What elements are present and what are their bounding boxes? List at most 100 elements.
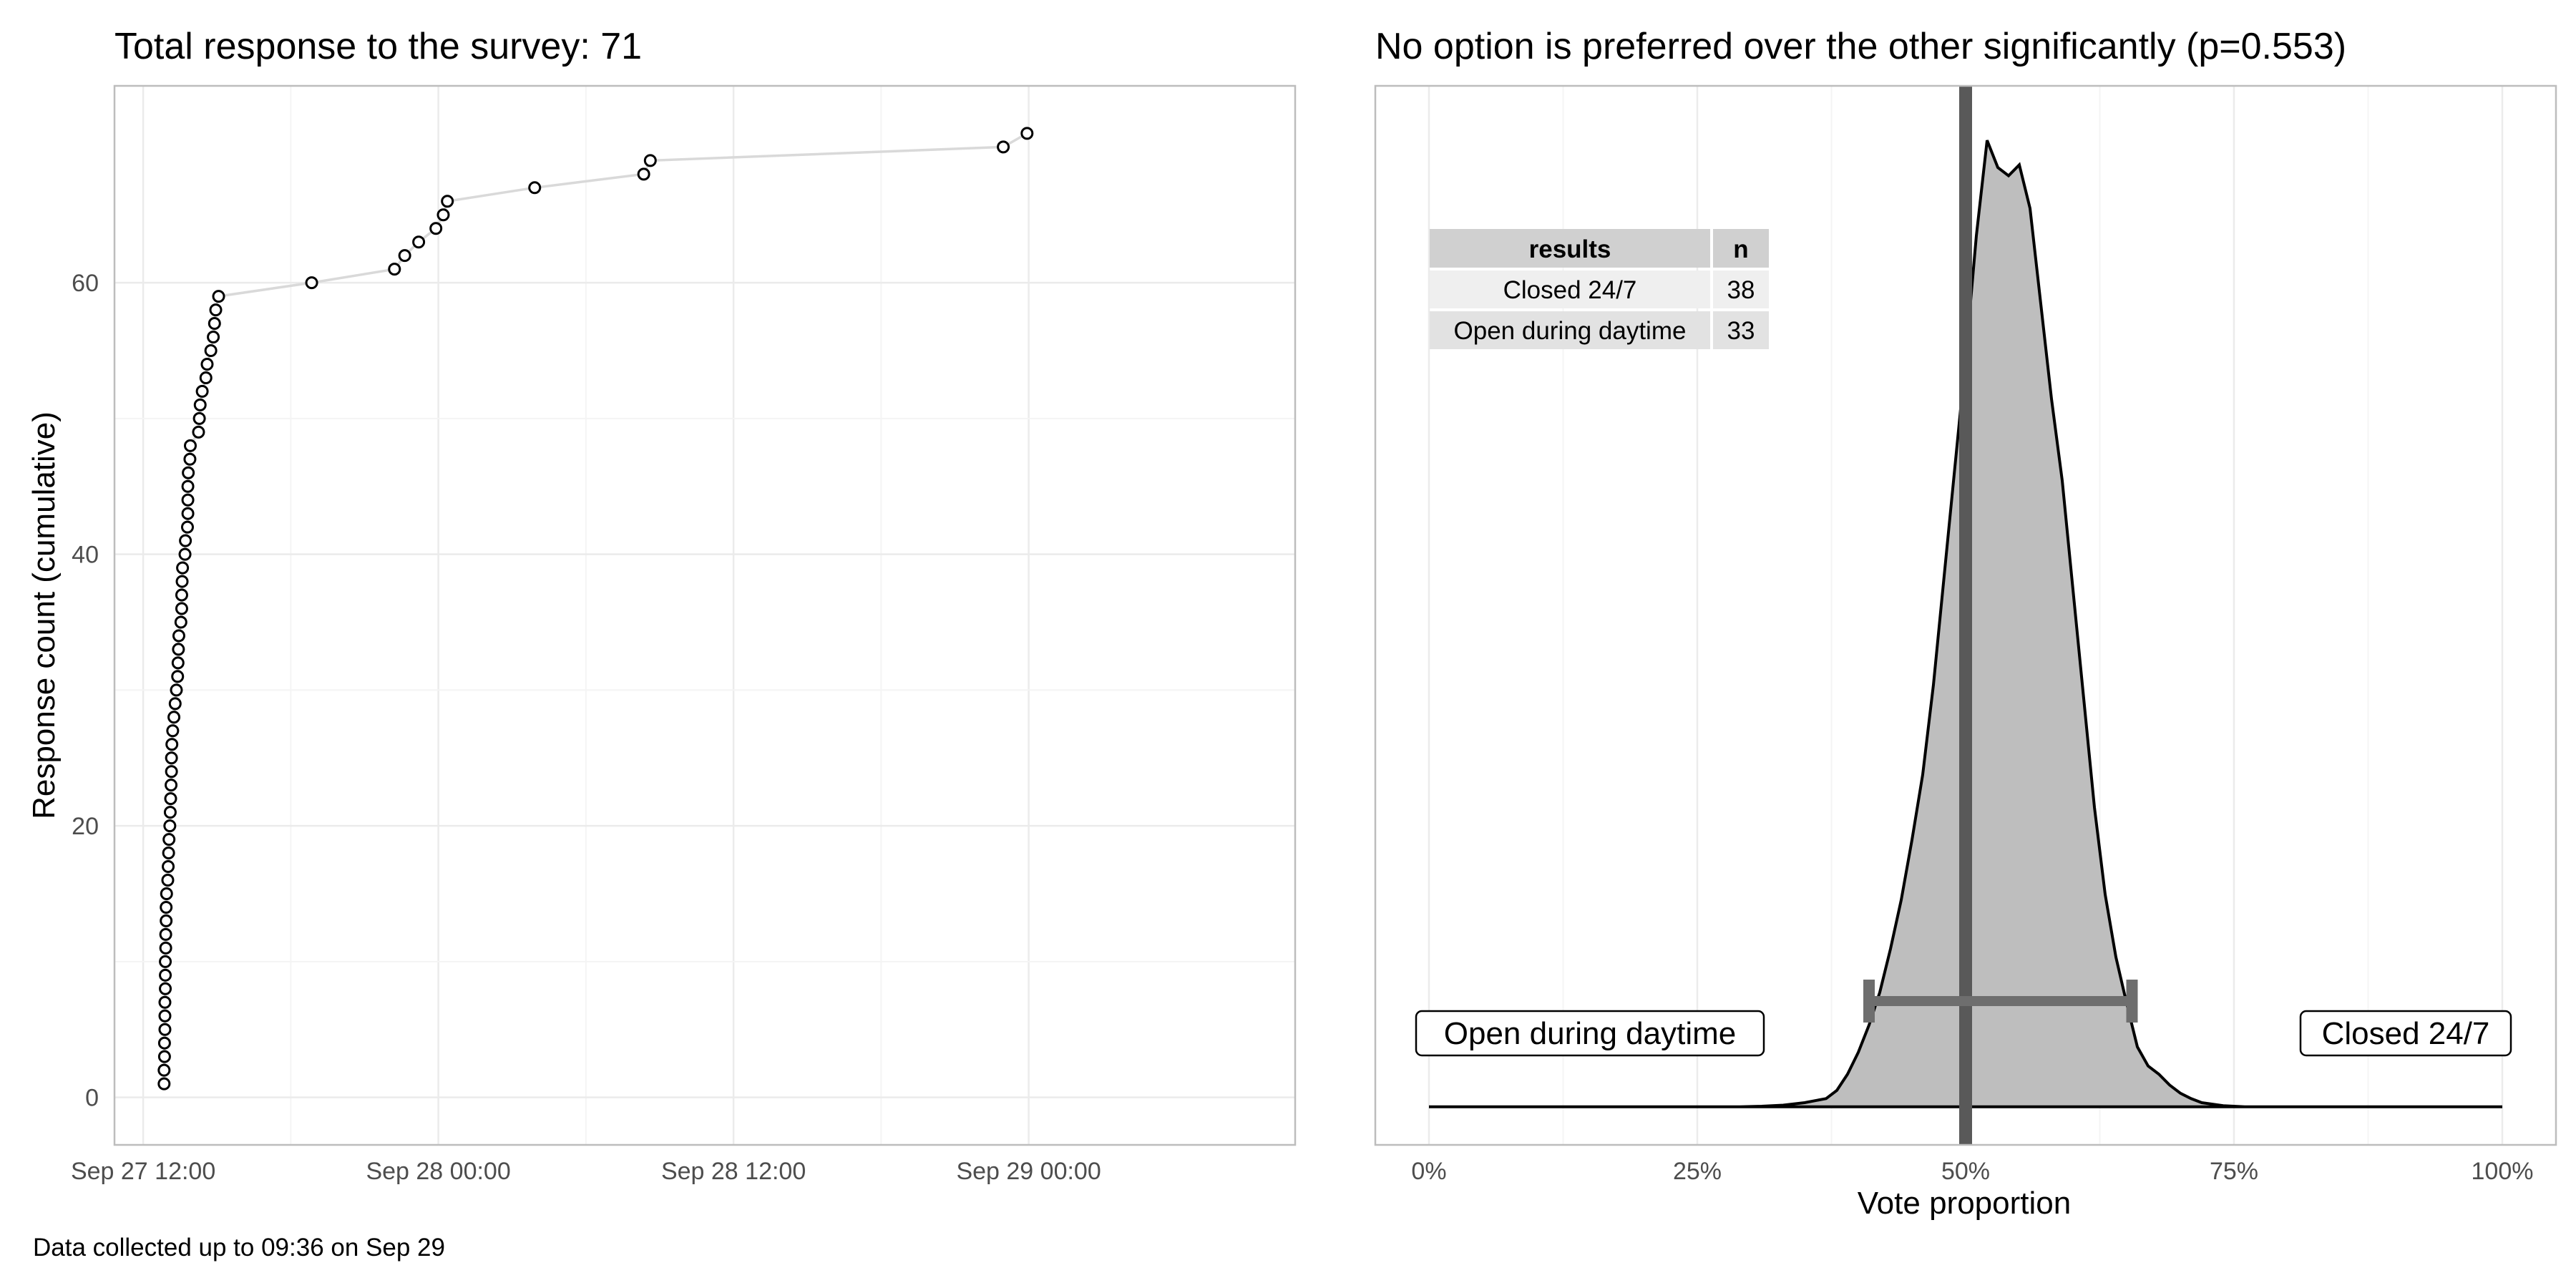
table-row xyxy=(1713,311,1769,349)
data-point xyxy=(159,941,172,955)
data-point xyxy=(207,331,220,344)
data-point xyxy=(997,140,1010,154)
option-label-box xyxy=(2299,1010,2512,1057)
data-point xyxy=(171,670,185,683)
data-point xyxy=(162,847,175,860)
left-chart-title: Total response to the survey: 71 xyxy=(114,26,642,67)
table-header-n: n xyxy=(1733,235,1748,263)
x-tick-label: 75% xyxy=(2210,1158,2258,1185)
data-point xyxy=(181,493,195,507)
data-point xyxy=(200,357,214,371)
data-point xyxy=(179,534,192,547)
data-point xyxy=(157,1077,171,1091)
y-tick-label: 0 xyxy=(85,1085,99,1112)
table-cell-count: 33 xyxy=(1727,317,1755,345)
y-tick-label: 60 xyxy=(72,270,99,297)
x-tick-label: Sep 29 00:00 xyxy=(956,1158,1101,1185)
data-point xyxy=(398,249,411,263)
option-label-box xyxy=(1415,1010,1765,1057)
data-point xyxy=(158,1009,172,1023)
data-point xyxy=(412,235,426,249)
data-point xyxy=(163,819,177,833)
data-point xyxy=(163,806,177,819)
table-cell-option: Open during daytime xyxy=(1454,317,1687,345)
data-point xyxy=(181,507,195,520)
left-x-ticks: Sep 27 12:00 Sep 28 00:00 Sep 28 12:00 Sep … xyxy=(71,1158,1101,1185)
data-point xyxy=(208,317,221,331)
data-point xyxy=(160,887,173,900)
x-tick-label: 25% xyxy=(1673,1158,1722,1185)
y-tick-label: 20 xyxy=(72,813,99,840)
data-point xyxy=(175,588,188,602)
data-point xyxy=(388,263,401,276)
right-panel: No option is preferred over the other si… xyxy=(1374,26,2557,1221)
results-table: results n Closed 24/7 38 Open during day… xyxy=(1430,229,1769,349)
data-point xyxy=(159,927,172,941)
data-point xyxy=(643,154,657,167)
data-point xyxy=(195,384,209,398)
data-point xyxy=(159,955,172,968)
data-point xyxy=(166,724,180,738)
data-point xyxy=(165,779,178,792)
x-tick-label: Sep 28 12:00 xyxy=(661,1158,806,1185)
data-point xyxy=(305,276,318,290)
table-row xyxy=(1430,270,1710,308)
data-point xyxy=(183,439,197,452)
table-header-cell xyxy=(1430,229,1710,268)
table-row xyxy=(1430,311,1710,349)
data-point xyxy=(175,602,188,615)
data-point xyxy=(176,561,190,575)
data-point xyxy=(441,195,454,208)
data-point xyxy=(165,738,179,751)
data-point xyxy=(162,833,176,847)
data-point xyxy=(181,479,195,493)
left-y-axis-label: Response count (cumulative) xyxy=(26,411,62,819)
right-chart-title: No option is preferred over the other si… xyxy=(1375,26,2346,67)
data-point xyxy=(193,398,207,411)
right-x-ticks: 0% 25% 50% 75% 100% xyxy=(1411,1158,2533,1185)
data-point xyxy=(160,900,173,914)
data-point xyxy=(175,575,189,588)
data-point xyxy=(157,1050,171,1063)
x-tick-label: 0% xyxy=(1411,1158,1446,1185)
right-panel-border xyxy=(1374,84,2557,1146)
data-point xyxy=(637,167,650,181)
data-point xyxy=(165,765,178,779)
data-point xyxy=(172,643,185,656)
left-series-line xyxy=(162,132,1028,1084)
table-cell-option: Closed 24/7 xyxy=(1503,276,1637,304)
data-point xyxy=(162,860,175,874)
data-point xyxy=(192,425,205,439)
table-cell-count: 38 xyxy=(1727,276,1755,304)
data-point xyxy=(160,914,173,927)
data-point xyxy=(159,982,172,995)
data-point xyxy=(164,792,177,806)
x-tick-label: 50% xyxy=(1941,1158,1990,1185)
x-tick-label: 100% xyxy=(2472,1158,2534,1185)
data-point xyxy=(157,1063,171,1077)
option-label: Open during daytime xyxy=(1444,1016,1736,1051)
data-point xyxy=(161,874,175,887)
table-header-cell xyxy=(1713,229,1769,268)
left-points xyxy=(157,127,1034,1091)
option-label: Closed 24/7 xyxy=(2322,1016,2490,1051)
data-point xyxy=(183,452,197,466)
data-point xyxy=(182,466,195,479)
data-point xyxy=(192,411,206,425)
data-point xyxy=(180,520,194,534)
interval-cap-low xyxy=(1863,980,1875,1023)
left-gridlines xyxy=(114,86,1295,1145)
x-tick-label: Sep 27 12:00 xyxy=(71,1158,215,1185)
right-x-axis-label: Vote proportion xyxy=(1858,1186,2071,1221)
credible-interval xyxy=(1863,980,2138,1023)
data-point xyxy=(171,656,185,670)
data-point xyxy=(528,181,542,195)
data-point xyxy=(199,371,213,384)
data-point xyxy=(178,547,192,561)
x-tick-label: Sep 28 00:00 xyxy=(366,1158,510,1185)
data-caption: Data collected up to 09:36 on Sep 29 xyxy=(33,1234,445,1262)
data-point xyxy=(172,629,185,643)
data-point xyxy=(170,683,183,697)
interval-cap-high xyxy=(2126,980,2138,1023)
